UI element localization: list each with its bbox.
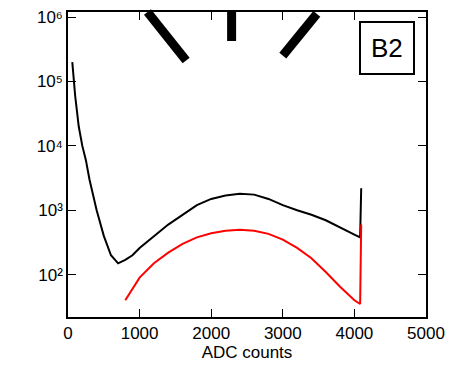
svg-text:2000: 2000 bbox=[192, 324, 230, 343]
svg-text:10⁶: 10⁶ bbox=[37, 8, 63, 27]
svg-text:1000: 1000 bbox=[121, 324, 159, 343]
svg-text:3000: 3000 bbox=[264, 324, 302, 343]
svg-text:5000: 5000 bbox=[407, 324, 445, 343]
svg-text:10²: 10² bbox=[38, 266, 63, 285]
svg-text:10⁴: 10⁴ bbox=[37, 137, 63, 156]
svg-text:10³: 10³ bbox=[38, 201, 63, 220]
svg-text:4000: 4000 bbox=[335, 324, 373, 343]
svg-text:B2: B2 bbox=[371, 33, 403, 63]
svg-text:10⁵: 10⁵ bbox=[37, 72, 63, 91]
svg-text:0: 0 bbox=[63, 324, 72, 343]
svg-text:ADC counts: ADC counts bbox=[202, 343, 293, 362]
